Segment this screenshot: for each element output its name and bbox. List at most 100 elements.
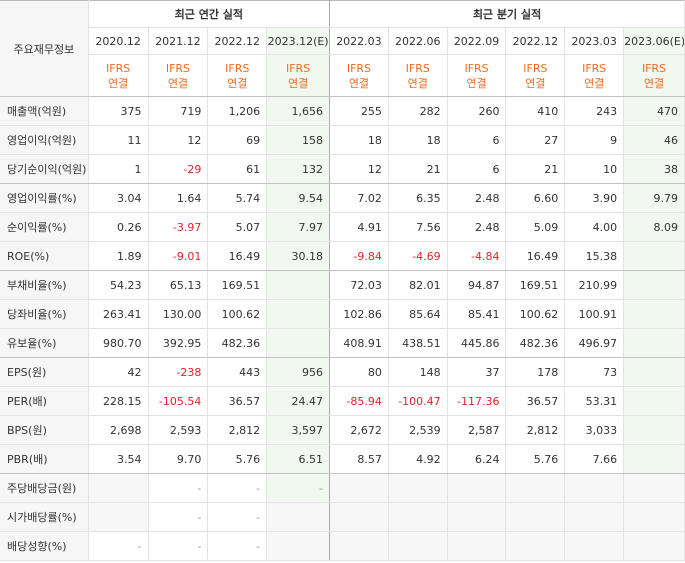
table-cell	[447, 502, 507, 532]
table-cell	[266, 270, 331, 300]
table-cell: 7.56	[388, 212, 448, 242]
basis-header: IFRS 연결	[207, 54, 268, 97]
table-row: 당기순이익(억원) 1 -29 61 132 12 21 6 21 10 38	[0, 154, 685, 184]
table-cell: 24.47	[266, 386, 331, 416]
table-cell: -100.47	[388, 386, 448, 416]
basis-header: IFRS 연결	[564, 54, 625, 97]
quarter-group-header: 최근 분기 실적	[329, 0, 685, 28]
basis-top: IFRS	[641, 61, 667, 75]
table-cell	[329, 502, 389, 532]
table-cell: 4.92	[388, 444, 448, 474]
table-cell: 132	[266, 154, 331, 184]
table-cell: 2,812	[505, 415, 566, 445]
basis-bottom: 연결	[584, 76, 605, 90]
table-cell: -	[148, 502, 209, 532]
table-cell: 148	[388, 357, 448, 387]
table-cell	[505, 473, 566, 503]
table-cell: -85.94	[329, 386, 389, 416]
table-cell	[388, 531, 448, 561]
table-cell	[564, 473, 625, 503]
table-cell	[623, 328, 685, 358]
table-cell: 5.74	[207, 183, 268, 213]
basis-bottom: 연결	[167, 76, 189, 90]
table-row: 유보율(%) 980.70 392.95 482.36 408.91 438.51 445.…	[0, 328, 685, 358]
table-cell	[623, 270, 685, 300]
table-cell	[388, 502, 448, 532]
table-cell: 82.01	[388, 270, 448, 300]
table-cell	[623, 444, 685, 474]
table-cell: 2.48	[447, 183, 507, 213]
table-cell: 3,597	[266, 415, 331, 445]
row-label: 순이익률(%)	[0, 212, 89, 242]
basis-bottom: 연결	[348, 76, 370, 90]
table-row: ROE(%) 1.89 -9.01 16.49 30.18 -9.84 -4.69 -4.84…	[0, 241, 685, 271]
table-cell: 445.86	[447, 328, 507, 358]
table-cell: 980.70	[88, 328, 149, 358]
table-cell: 482.36	[207, 328, 268, 358]
table-cell: 470	[623, 96, 685, 126]
table-row: PER(배) 228.15 -105.54 36.57 24.47 -85.94 -100.…	[0, 386, 685, 416]
table-cell	[564, 531, 625, 561]
table-cell: -9.01	[148, 241, 209, 271]
table-cell: 9.70	[148, 444, 209, 474]
table-cell	[388, 473, 448, 503]
row-label: BPS(원)	[0, 415, 89, 445]
table-cell: 496.97	[564, 328, 625, 358]
table-cell: 130.00	[148, 299, 209, 329]
row-label: 영업이익률(%)	[0, 183, 89, 213]
table-cell: 956	[266, 357, 331, 387]
table-cell: 1.89	[88, 241, 149, 271]
period-header: 2020.12	[88, 27, 149, 55]
table-cell: -	[88, 531, 149, 561]
row-label: 매출액(억원)	[0, 96, 89, 126]
table-cell: 85.41	[447, 299, 507, 329]
table-row: 배당성향(%) - - -	[0, 531, 685, 561]
row-label: PER(배)	[0, 386, 89, 416]
table-cell: 18	[388, 125, 448, 155]
table-row: 순이익률(%) 0.26 -3.97 5.07 7.97 4.91 7.56 2.48 5.09…	[0, 212, 685, 242]
table-cell: 102.86	[329, 299, 389, 329]
table-cell: 2,539	[388, 415, 448, 445]
table-cell	[623, 415, 685, 445]
table-row: 주당배당금(원) - - -	[0, 473, 685, 503]
table-cell	[564, 502, 625, 532]
table-cell: 5.76	[505, 444, 566, 474]
table-cell: 100.91	[564, 299, 625, 329]
basis-header: IFRS 연결	[88, 54, 149, 97]
table-cell: 5.76	[207, 444, 268, 474]
period-header: 2022.03	[329, 27, 389, 55]
basis-bottom: 연결	[287, 76, 309, 90]
basis-top: IFRS	[285, 61, 311, 75]
period-header: 2022.06	[388, 27, 448, 55]
table-cell: -	[148, 531, 209, 561]
row-label: PBR(배)	[0, 444, 89, 474]
basis-top: IFRS	[405, 61, 430, 75]
table-cell: 3.04	[88, 183, 149, 213]
basis-bottom: 연결	[643, 76, 665, 90]
table-cell: 5.09	[505, 212, 566, 242]
table-cell: 169.51	[207, 270, 268, 300]
table-cell: 3.90	[564, 183, 625, 213]
table-cell	[505, 502, 566, 532]
table-cell	[266, 328, 331, 358]
table-cell: 16.49	[505, 241, 566, 271]
table-cell	[623, 299, 685, 329]
table-cell: 243	[564, 96, 625, 126]
basis-top: IFRS	[582, 61, 607, 75]
table-cell: 2,698	[88, 415, 149, 445]
period-header: 2023.06(E)	[623, 27, 685, 55]
period-header: 2023.12(E)	[266, 27, 331, 55]
table-cell: -105.54	[148, 386, 209, 416]
table-cell: 2,593	[148, 415, 209, 445]
table-cell: 6	[447, 154, 507, 184]
basis-top: IFRS	[106, 61, 131, 75]
table-cell: 8.57	[329, 444, 389, 474]
table-cell: 37	[447, 357, 507, 387]
table-cell: -	[207, 473, 268, 503]
table-cell	[623, 502, 685, 532]
basis-header: IFRS 연결	[447, 54, 507, 97]
table-cell: -3.97	[148, 212, 209, 242]
table-cell: 482.36	[505, 328, 566, 358]
table-cell: 8.09	[623, 212, 685, 242]
table-cell	[623, 357, 685, 387]
